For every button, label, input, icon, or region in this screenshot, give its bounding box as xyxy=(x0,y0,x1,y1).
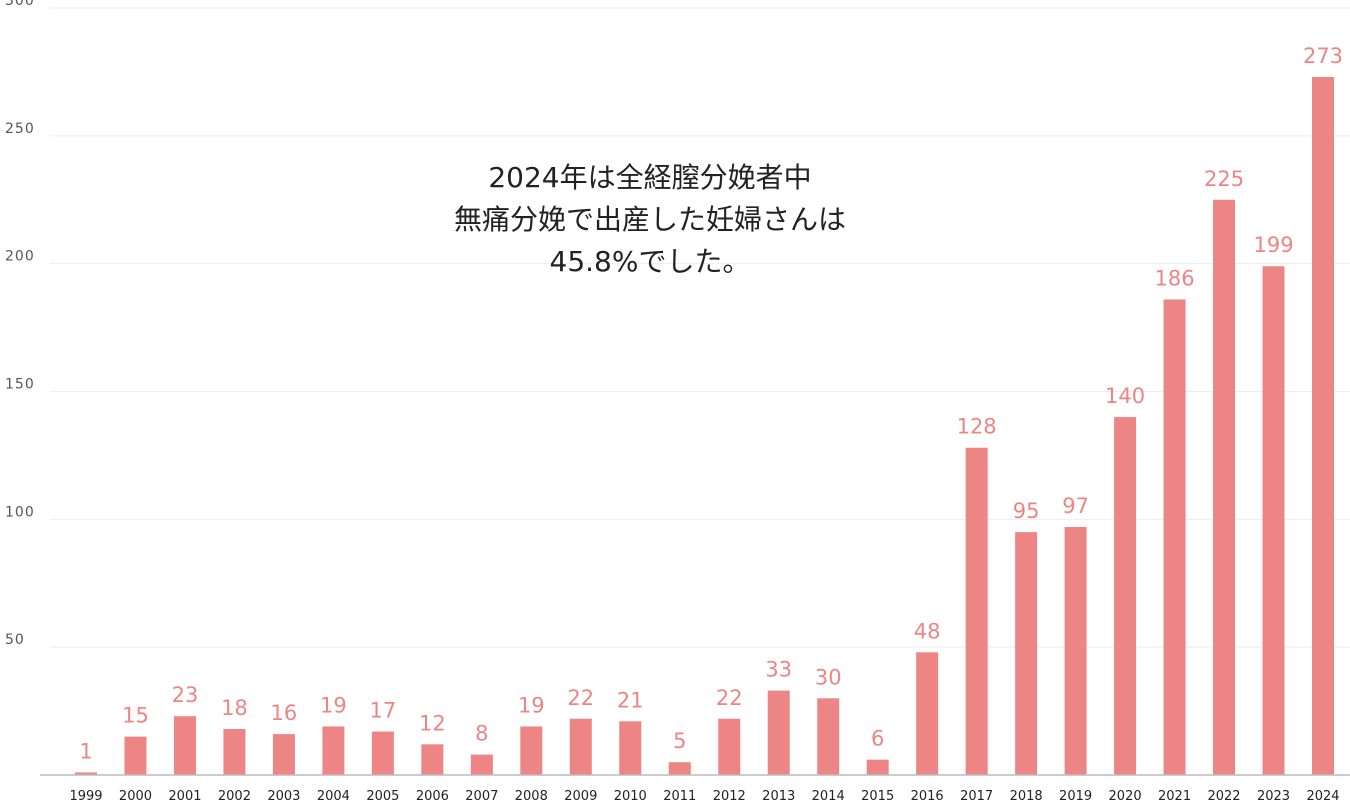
x-tick-label-2005: 2005 xyxy=(366,789,399,802)
x-tick-label-2008: 2008 xyxy=(515,789,548,802)
data-label-2019: 97 xyxy=(1062,494,1089,518)
x-tick-label-2023: 2023 xyxy=(1257,789,1290,802)
x-tick-label-2016: 2016 xyxy=(911,789,944,802)
data-label-2011: 5 xyxy=(673,729,686,753)
bar-2019 xyxy=(1064,527,1087,775)
bar-2015 xyxy=(866,759,889,775)
x-tick-label-2007: 2007 xyxy=(465,789,498,802)
data-label-2020: 140 xyxy=(1105,384,1145,408)
bar-2016 xyxy=(916,652,939,775)
bar-2005 xyxy=(371,731,394,775)
x-tick-label-2003: 2003 xyxy=(267,789,300,802)
data-label-2003: 16 xyxy=(271,701,298,725)
x-tick-label-2010: 2010 xyxy=(614,789,647,802)
chart-annotation: 2024年は全経膣分娩者中 無痛分娩で出産した妊婦さんは 45.8%でした。 xyxy=(350,157,950,283)
data-label-2023: 199 xyxy=(1253,233,1293,257)
data-label-2000: 15 xyxy=(122,704,149,728)
y-axis-ticks: 50 100 150 200 250 300 xyxy=(5,0,35,648)
data-label-2002: 18 xyxy=(221,696,248,720)
data-label-2024: 273 xyxy=(1303,44,1343,68)
data-label-2008: 19 xyxy=(518,693,545,717)
bar-2017 xyxy=(965,447,988,775)
x-tick-label-2006: 2006 xyxy=(416,789,449,802)
x-tick-label-2017: 2017 xyxy=(960,789,993,802)
data-label-1999: 1 xyxy=(79,739,92,763)
annotation-line-3: 45.8%でした。 xyxy=(549,245,751,278)
x-tick-label-2004: 2004 xyxy=(317,789,350,802)
data-label-2012: 22 xyxy=(716,686,743,710)
data-label-2006: 12 xyxy=(419,711,446,735)
x-tick-label-2000: 2000 xyxy=(119,789,152,802)
x-tick-label-2021: 2021 xyxy=(1158,789,1191,802)
bar-2011 xyxy=(668,762,691,775)
annotation-line-2: 無痛分娩で出産した妊婦さんは xyxy=(453,203,846,236)
data-label-2016: 48 xyxy=(914,619,941,643)
bar-2024 xyxy=(1312,77,1334,775)
x-tick-label-2018: 2018 xyxy=(1010,789,1043,802)
x-tick-label-2001: 2001 xyxy=(168,789,201,802)
data-label-2017: 128 xyxy=(957,415,997,439)
x-tick-label-2009: 2009 xyxy=(564,789,597,802)
y-tick-label: 200 xyxy=(5,249,35,265)
data-label-2010: 21 xyxy=(617,688,644,712)
data-label-2021: 186 xyxy=(1155,266,1195,290)
data-label-2014: 30 xyxy=(815,665,842,689)
bar-2014 xyxy=(817,698,840,775)
x-tick-label-2012: 2012 xyxy=(713,789,746,802)
bar-2022 xyxy=(1213,199,1236,775)
bar-2018 xyxy=(1015,532,1038,775)
data-label-2009: 22 xyxy=(567,686,594,710)
y-tick-label: 100 xyxy=(5,504,35,520)
y-tick-label: 50 xyxy=(5,632,25,648)
bar-2012 xyxy=(718,718,741,775)
x-tick-label-1999: 1999 xyxy=(69,789,102,802)
x-tick-label-2022: 2022 xyxy=(1207,789,1240,802)
data-label-2005: 17 xyxy=(370,699,397,723)
bar-2006 xyxy=(421,744,444,775)
bar-1999 xyxy=(75,772,97,775)
x-tick-label-2011: 2011 xyxy=(663,789,696,802)
data-label-2013: 33 xyxy=(765,658,792,682)
bar-2007 xyxy=(470,754,493,775)
data-label-2004: 19 xyxy=(320,693,347,717)
bar-2020 xyxy=(1114,417,1137,775)
bar-2000 xyxy=(124,736,147,775)
x-axis-ticks: 1999 2000 2001 2002 2003 2004 2005 2006 2007 2008… xyxy=(69,789,1339,802)
bar-2023 xyxy=(1262,266,1285,775)
data-label-2015: 6 xyxy=(871,727,884,751)
bar-2001 xyxy=(173,716,196,775)
data-label-2022: 225 xyxy=(1204,167,1244,191)
data-label-2001: 23 xyxy=(172,683,199,707)
bar-2004 xyxy=(322,726,345,775)
bar-2003 xyxy=(272,734,295,775)
x-tick-label-2019: 2019 xyxy=(1059,789,1092,802)
data-label-2018: 95 xyxy=(1013,499,1040,523)
gridlines xyxy=(50,7,1350,648)
bar-2002 xyxy=(223,728,246,775)
data-label-2007: 8 xyxy=(475,722,488,746)
x-tick-label-2014: 2014 xyxy=(812,789,845,802)
y-tick-label: 300 xyxy=(5,0,35,9)
bar-2021 xyxy=(1163,299,1186,775)
bar-2010 xyxy=(619,721,642,775)
y-tick-label: 250 xyxy=(5,121,35,137)
bar-2008 xyxy=(520,726,543,775)
x-tick-label-2013: 2013 xyxy=(762,789,795,802)
annotation-line-1: 2024年は全経膣分娩者中 xyxy=(488,161,812,194)
y-tick-label: 150 xyxy=(5,377,35,393)
x-tick-label-2020: 2020 xyxy=(1109,789,1142,802)
x-tick-label-2024: 2024 xyxy=(1306,789,1339,802)
bar-2013 xyxy=(767,690,790,775)
bars xyxy=(75,77,1334,775)
x-tick-label-2002: 2002 xyxy=(218,789,251,802)
x-tick-label-2015: 2015 xyxy=(861,789,894,802)
bar-2009 xyxy=(569,718,592,775)
